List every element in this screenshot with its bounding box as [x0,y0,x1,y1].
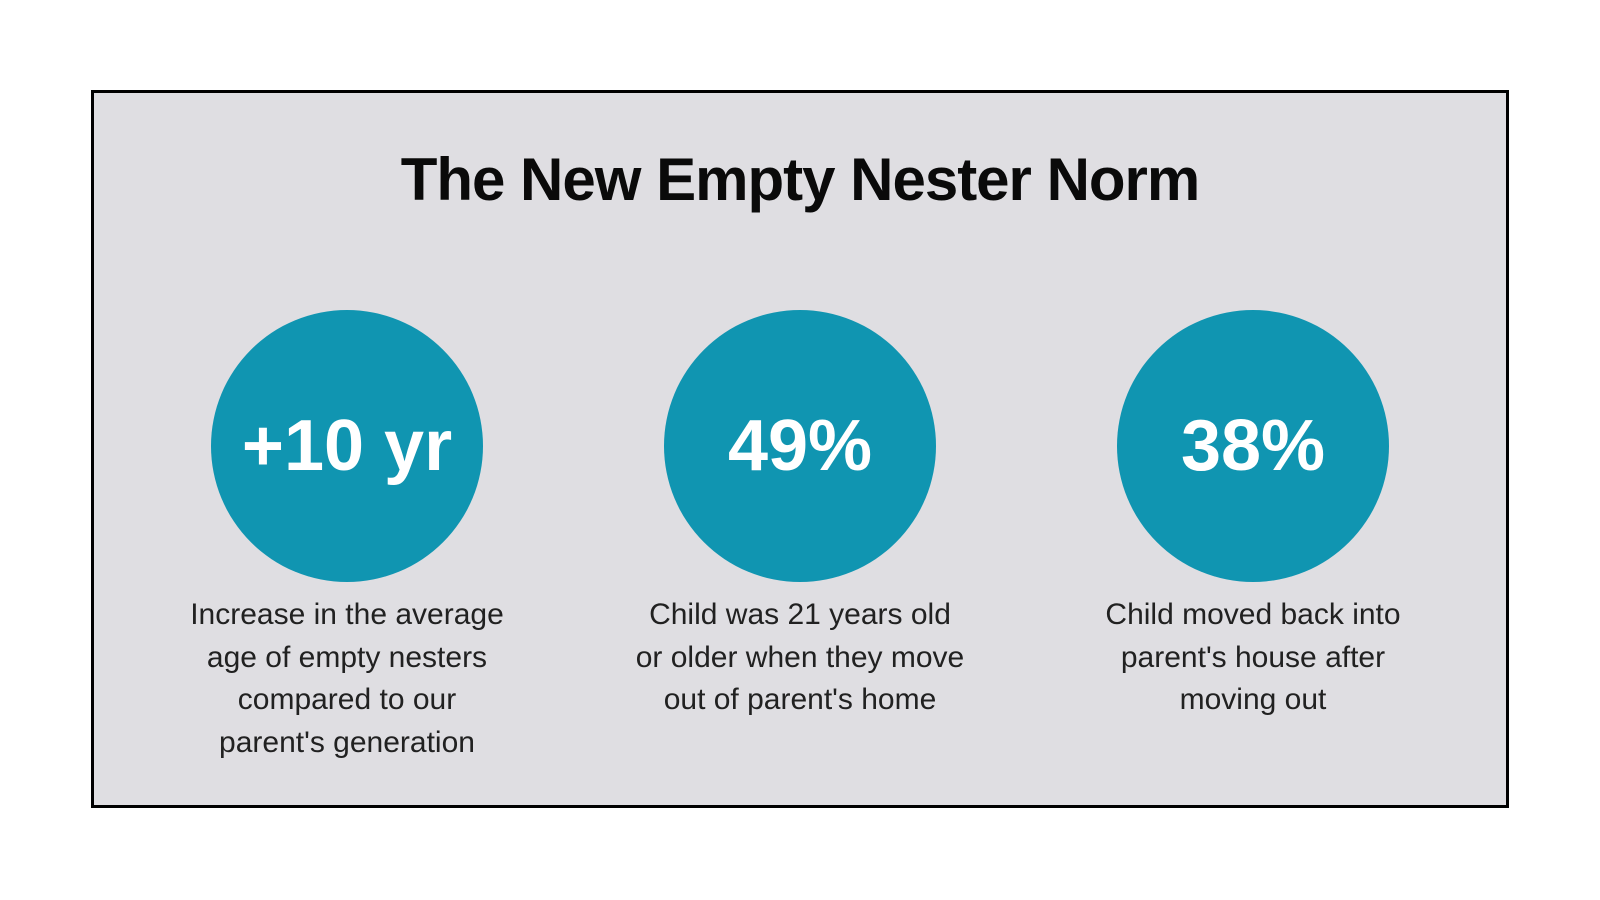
stat-value: 38% [1180,406,1326,486]
stat-circle: +10 yr [211,310,483,582]
stat-column-age-increase: +10 yr Increase in the average age of em… [121,310,574,764]
stat-column-moveout-age: 49% Child was 21 years old or older when… [574,310,1027,764]
stat-caption: Increase in the average age of empty nes… [190,598,504,759]
stat-column-moved-back: 38% Child moved back into parent's house… [1027,310,1480,764]
stat-circle: 38% [1117,310,1389,582]
stat-circle: 49% [664,310,936,582]
page-title: The New Empty Nester Norm [400,146,1201,213]
stat-caption: Child was 21 years old or older when the… [635,598,965,717]
stat-value: +10 yr [241,406,453,486]
stats-row: +10 yr Increase in the average age of em… [94,310,1506,764]
stat-value: 49% [727,406,873,486]
infographic-card: The New Empty Nester Norm +10 yr Increas… [91,90,1509,808]
stat-caption: Child moved back into parent's house aft… [1105,598,1401,717]
